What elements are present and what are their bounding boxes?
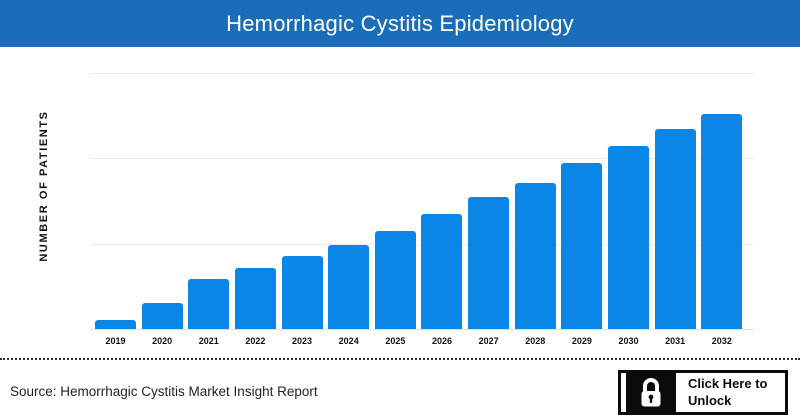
- y-axis-label: NUMBER OF PATIENTS: [38, 110, 50, 262]
- lock-icon: [626, 373, 676, 412]
- bar-2023: [281, 256, 323, 329]
- bar-2032: [701, 114, 743, 329]
- plot-area: 2019 2020 2021 2022 2023 2024 2025 2026 2027 2028…: [90, 60, 754, 346]
- unlock-button[interactable]: Click Here to Unlock: [618, 370, 788, 415]
- gridline: [90, 158, 754, 160]
- bar-2027: [468, 197, 510, 329]
- x-tick-2026: 2026: [431, 336, 452, 346]
- source-text: Source: Hemorrhagic Cystitis Market Insi…: [10, 384, 318, 399]
- bar-2029: [561, 163, 603, 329]
- unlock-button-label: Click Here to Unlock: [676, 373, 785, 412]
- unlock-button-gap: [621, 373, 626, 412]
- bar-2030: [608, 146, 650, 329]
- x-tick-2020: 2020: [152, 336, 173, 346]
- unlock-label-line1: Click Here to: [688, 375, 768, 391]
- bar-2028: [514, 183, 556, 329]
- x-tick-2030: 2030: [618, 336, 639, 346]
- x-tick-2022: 2022: [245, 336, 266, 346]
- x-tick-2024: 2024: [338, 336, 359, 346]
- x-tick-2025: 2025: [385, 336, 406, 346]
- bar-2020: [141, 303, 183, 329]
- gridline: [90, 73, 754, 75]
- x-tick-2021: 2021: [198, 336, 219, 346]
- x-tick-2029: 2029: [571, 336, 592, 346]
- bar-2026: [421, 214, 463, 329]
- unlock-label-line2: Unlock: [688, 392, 732, 408]
- bar-2019: [95, 320, 136, 329]
- x-tick-2023: 2023: [292, 336, 313, 346]
- x-tick-2019: 2019: [105, 336, 126, 346]
- bar-2022: [234, 268, 276, 329]
- dotted-divider: [0, 358, 800, 360]
- x-axis-line: [90, 329, 754, 330]
- bar-2031: [654, 129, 696, 329]
- bar-2024: [328, 245, 370, 329]
- x-tick-2028: 2028: [525, 336, 546, 346]
- page-title: Hemorrhagic Cystitis Epidemiology: [226, 10, 574, 36]
- x-tick-2031: 2031: [665, 336, 686, 346]
- bar-2025: [374, 231, 416, 329]
- x-tick-2032: 2032: [711, 336, 732, 346]
- title-banner: Hemorrhagic Cystitis Epidemiology: [0, 0, 800, 47]
- x-tick-2027: 2027: [478, 336, 499, 346]
- bar-2021: [188, 279, 230, 329]
